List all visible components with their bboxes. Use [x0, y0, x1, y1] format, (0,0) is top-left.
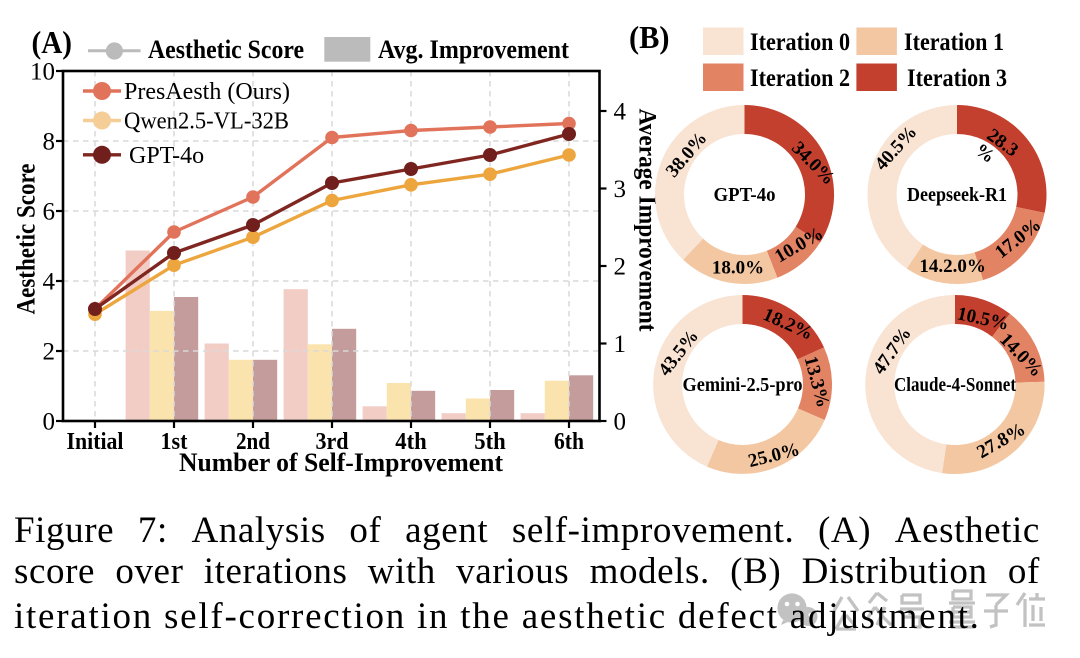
svg-text:6th: 6th: [554, 429, 584, 455]
svg-text:8: 8: [43, 129, 56, 156]
svg-text:4: 4: [614, 99, 627, 126]
svg-text:Number of Self-Improvement: Number of Self-Improvement: [179, 448, 503, 477]
svg-text:14.2.0%: 14.2.0%: [919, 256, 986, 277]
svg-text:GPT-4o: GPT-4o: [129, 143, 204, 169]
svg-text:Iteration 1: Iteration 1: [904, 29, 1004, 56]
svg-text:Iteration 2: Iteration 2: [750, 65, 850, 92]
svg-text:Avg. Improvement: Avg. Improvement: [378, 35, 569, 64]
svg-text:0: 0: [43, 409, 56, 436]
svg-text:Claude-4-Sonnet: Claude-4-Sonnet: [894, 374, 1016, 396]
svg-text:Initial: Initial: [67, 429, 124, 455]
svg-text:3rd: 3rd: [316, 429, 350, 455]
svg-text:6: 6: [43, 199, 56, 226]
svg-text:10: 10: [30, 59, 55, 86]
svg-text:4th: 4th: [395, 429, 427, 455]
svg-text:Deepseek-R1: Deepseek-R1: [907, 184, 1007, 206]
svg-text:(A): (A): [32, 24, 73, 60]
svg-text:Average Improvement: Average Improvement: [634, 109, 661, 333]
svg-text:0: 0: [614, 409, 627, 436]
svg-text:PresAesth (Ours): PresAesth (Ours): [124, 79, 290, 105]
svg-text:Iteration 3: Iteration 3: [907, 65, 1007, 92]
svg-text:GPT-4o: GPT-4o: [714, 184, 776, 206]
svg-text:1st: 1st: [161, 429, 188, 455]
svg-text:Gemini-2.5-pro: Gemini-2.5-pro: [683, 374, 803, 396]
svg-text:Qwen2.5-VL-32B: Qwen2.5-VL-32B: [124, 109, 289, 135]
svg-text:Aesthetic Score: Aesthetic Score: [12, 164, 41, 315]
svg-text:Aesthetic Score: Aesthetic Score: [148, 35, 304, 64]
svg-text:4: 4: [43, 269, 56, 296]
svg-text:2: 2: [614, 254, 627, 281]
svg-text:3: 3: [614, 176, 627, 203]
svg-text:1: 1: [614, 331, 627, 358]
svg-text:2: 2: [43, 339, 56, 366]
svg-text:Iteration 0: Iteration 0: [750, 29, 850, 56]
svg-text:18.0%: 18.0%: [712, 257, 764, 278]
svg-text:2nd: 2nd: [236, 429, 271, 455]
svg-text:(B): (B): [629, 19, 670, 55]
svg-text:5th: 5th: [474, 429, 506, 455]
